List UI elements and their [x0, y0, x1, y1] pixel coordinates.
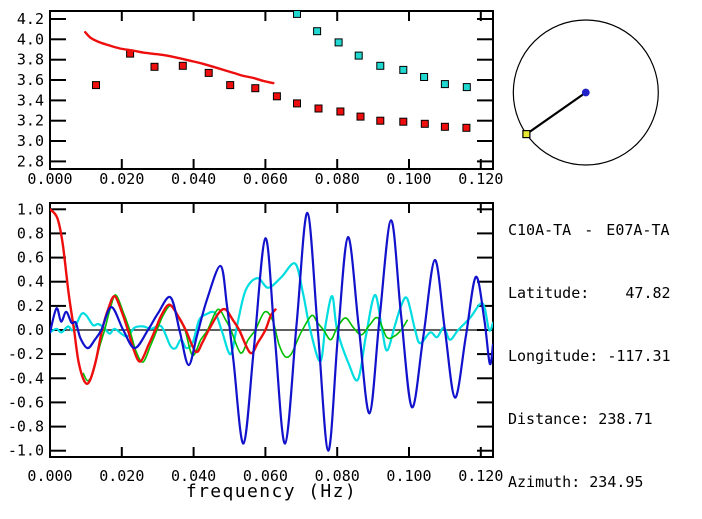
green-curve	[82, 294, 408, 382]
tick-label: 1.0	[17, 200, 44, 218]
azimuth-circle-diagram	[512, 19, 659, 166]
red-curve	[50, 208, 277, 385]
tick-label: 4.0	[17, 30, 44, 48]
red-velocity-squares	[336, 107, 345, 116]
tick-label: 0.040	[171, 170, 216, 188]
tick-label: 3.0	[17, 132, 44, 150]
cyan-velocity-squares	[354, 51, 363, 60]
cyan-velocity-squares	[376, 61, 385, 70]
red-velocity-squares	[272, 92, 281, 101]
tick-label: 3.2	[17, 112, 44, 130]
red-velocity-squares	[399, 117, 408, 126]
tick-label: 0.100	[386, 467, 431, 485]
red-velocity-squares	[92, 81, 100, 90]
tick-label: 0.120	[458, 467, 503, 485]
red-velocity-squares	[226, 81, 235, 90]
blue-curve	[50, 211, 493, 452]
tick-label: 3.4	[17, 91, 44, 109]
red-velocity-squares	[251, 84, 260, 93]
tick-label: 0.040	[171, 467, 216, 485]
cyan-velocity-squares	[313, 27, 322, 36]
cyan-curve	[50, 262, 493, 382]
azimuth-circle	[512, 19, 659, 166]
tick-label: 0.100	[386, 170, 431, 188]
cyan-velocity-squares	[440, 80, 449, 89]
red-velocity-squares	[178, 61, 187, 70]
red-velocity-squares	[150, 62, 159, 71]
station-info-block: C10A-TA - E07A-TA Latitude: 47.82 Longit…	[508, 178, 671, 519]
cyan-velocity-squares	[334, 38, 343, 47]
azimuth-line: Azimuth: 234.95	[508, 473, 644, 491]
tick-label: 0.6	[17, 249, 44, 267]
tick-label: 0.2	[17, 297, 44, 315]
tick-label: 0.020	[99, 467, 144, 485]
red-velocity-squares	[440, 122, 449, 131]
tick-label: 0.4	[17, 273, 44, 291]
spectra-chart: 0.000 0.020 0.040 0.060 0.080 0.100 0.120 1.0 0.…	[8, 200, 504, 485]
tick-label: -0.8	[8, 418, 44, 436]
azimuth-line-segment	[525, 91, 587, 136]
remote-station-marker	[522, 130, 531, 139]
tick-label: 0.000	[27, 170, 72, 188]
cyan-velocity-squares	[293, 11, 301, 18]
tick-label: -0.6	[8, 393, 44, 411]
red-reference-curve	[84, 31, 275, 85]
red-velocity-squares	[420, 119, 429, 128]
latitude-line: Latitude: 47.82	[508, 284, 671, 302]
x-axis-title: frequency (Hz)	[185, 481, 358, 502]
tick-label: 0.080	[315, 170, 360, 188]
cyan-velocity-squares	[462, 83, 471, 92]
cyan-velocity-squares	[420, 73, 429, 81]
tick-label: 0.120	[458, 170, 503, 188]
cyan-velocity-squares	[399, 65, 408, 74]
red-velocity-squares	[356, 112, 365, 121]
tick-label: 0.000	[27, 467, 72, 485]
tick-label: 3.6	[17, 71, 44, 89]
distance-line: Distance: 238.71	[508, 410, 653, 428]
tick-label: -0.4	[8, 369, 44, 387]
tick-label: -0.2	[8, 345, 44, 363]
tick-label: 4.2	[17, 10, 44, 28]
red-velocity-squares	[376, 116, 385, 125]
red-velocity-squares	[204, 68, 213, 77]
longitude-line: Longitude: -117.31	[508, 347, 671, 365]
red-velocity-squares	[293, 99, 301, 108]
tick-label: 3.8	[17, 51, 44, 69]
tick-label: 0.060	[243, 170, 288, 188]
tick-label: 0.060	[243, 467, 288, 485]
station-pair-title: C10A-TA - E07A-TA	[508, 221, 670, 239]
dispersion-chart: 0.000 0.020 0.040 0.060 0.080 0.100 0.120 4.2 4.…	[17, 10, 503, 188]
tick-label: 0.080	[315, 467, 360, 485]
tick-label: 0.0	[17, 321, 44, 339]
center-station-dot	[581, 88, 590, 97]
tick-label: 2.8	[17, 152, 44, 170]
red-velocity-squares	[314, 104, 323, 113]
tick-label: 0.8	[17, 224, 44, 242]
red-velocity-squares	[462, 123, 471, 132]
tick-label: 0.020	[99, 170, 144, 188]
tick-label: -1.0	[8, 442, 44, 460]
